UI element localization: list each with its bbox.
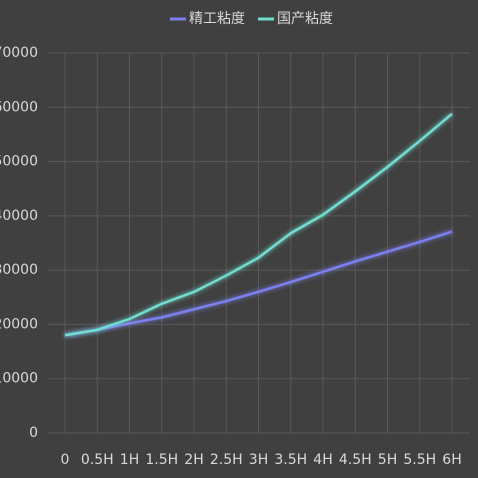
legend-label: 精工粘度: [189, 11, 245, 27]
series-line: [64, 112, 453, 337]
y-tick-label: 70000: [0, 45, 38, 61]
x-tick-label: 4.5H: [339, 452, 372, 468]
y-tick-label: 10000: [0, 371, 38, 387]
y-tick-label: 50000: [0, 154, 38, 170]
legend-label: 国产粘度: [277, 11, 333, 27]
y-tick-label: 40000: [0, 208, 38, 224]
x-tick-label: 1.5H: [145, 452, 178, 468]
x-tick-label: 0.5H: [81, 452, 114, 468]
y-tick-label: 30000: [0, 262, 38, 278]
y-tick-label: 20000: [0, 316, 38, 332]
x-tick-label: 3.5H: [274, 452, 307, 468]
x-tick-label: 5H: [378, 452, 397, 468]
x-tick-label: 3H: [249, 452, 268, 468]
x-tick-label: 6H: [442, 452, 461, 468]
x-tick-label: 5.5H: [403, 452, 436, 468]
series-line: [64, 230, 453, 337]
x-tick-label: 1H: [120, 452, 139, 468]
x-tick-label: 0: [61, 452, 70, 468]
x-tick-label: 2H: [184, 452, 203, 468]
x-tick-label: 2.5H: [210, 452, 243, 468]
legend: 精工粘度 国产粘度: [170, 11, 333, 27]
x-tick-label: 4H: [313, 452, 332, 468]
y-tick-label: 0: [29, 425, 38, 441]
y-tick-label: 60000: [0, 99, 38, 115]
